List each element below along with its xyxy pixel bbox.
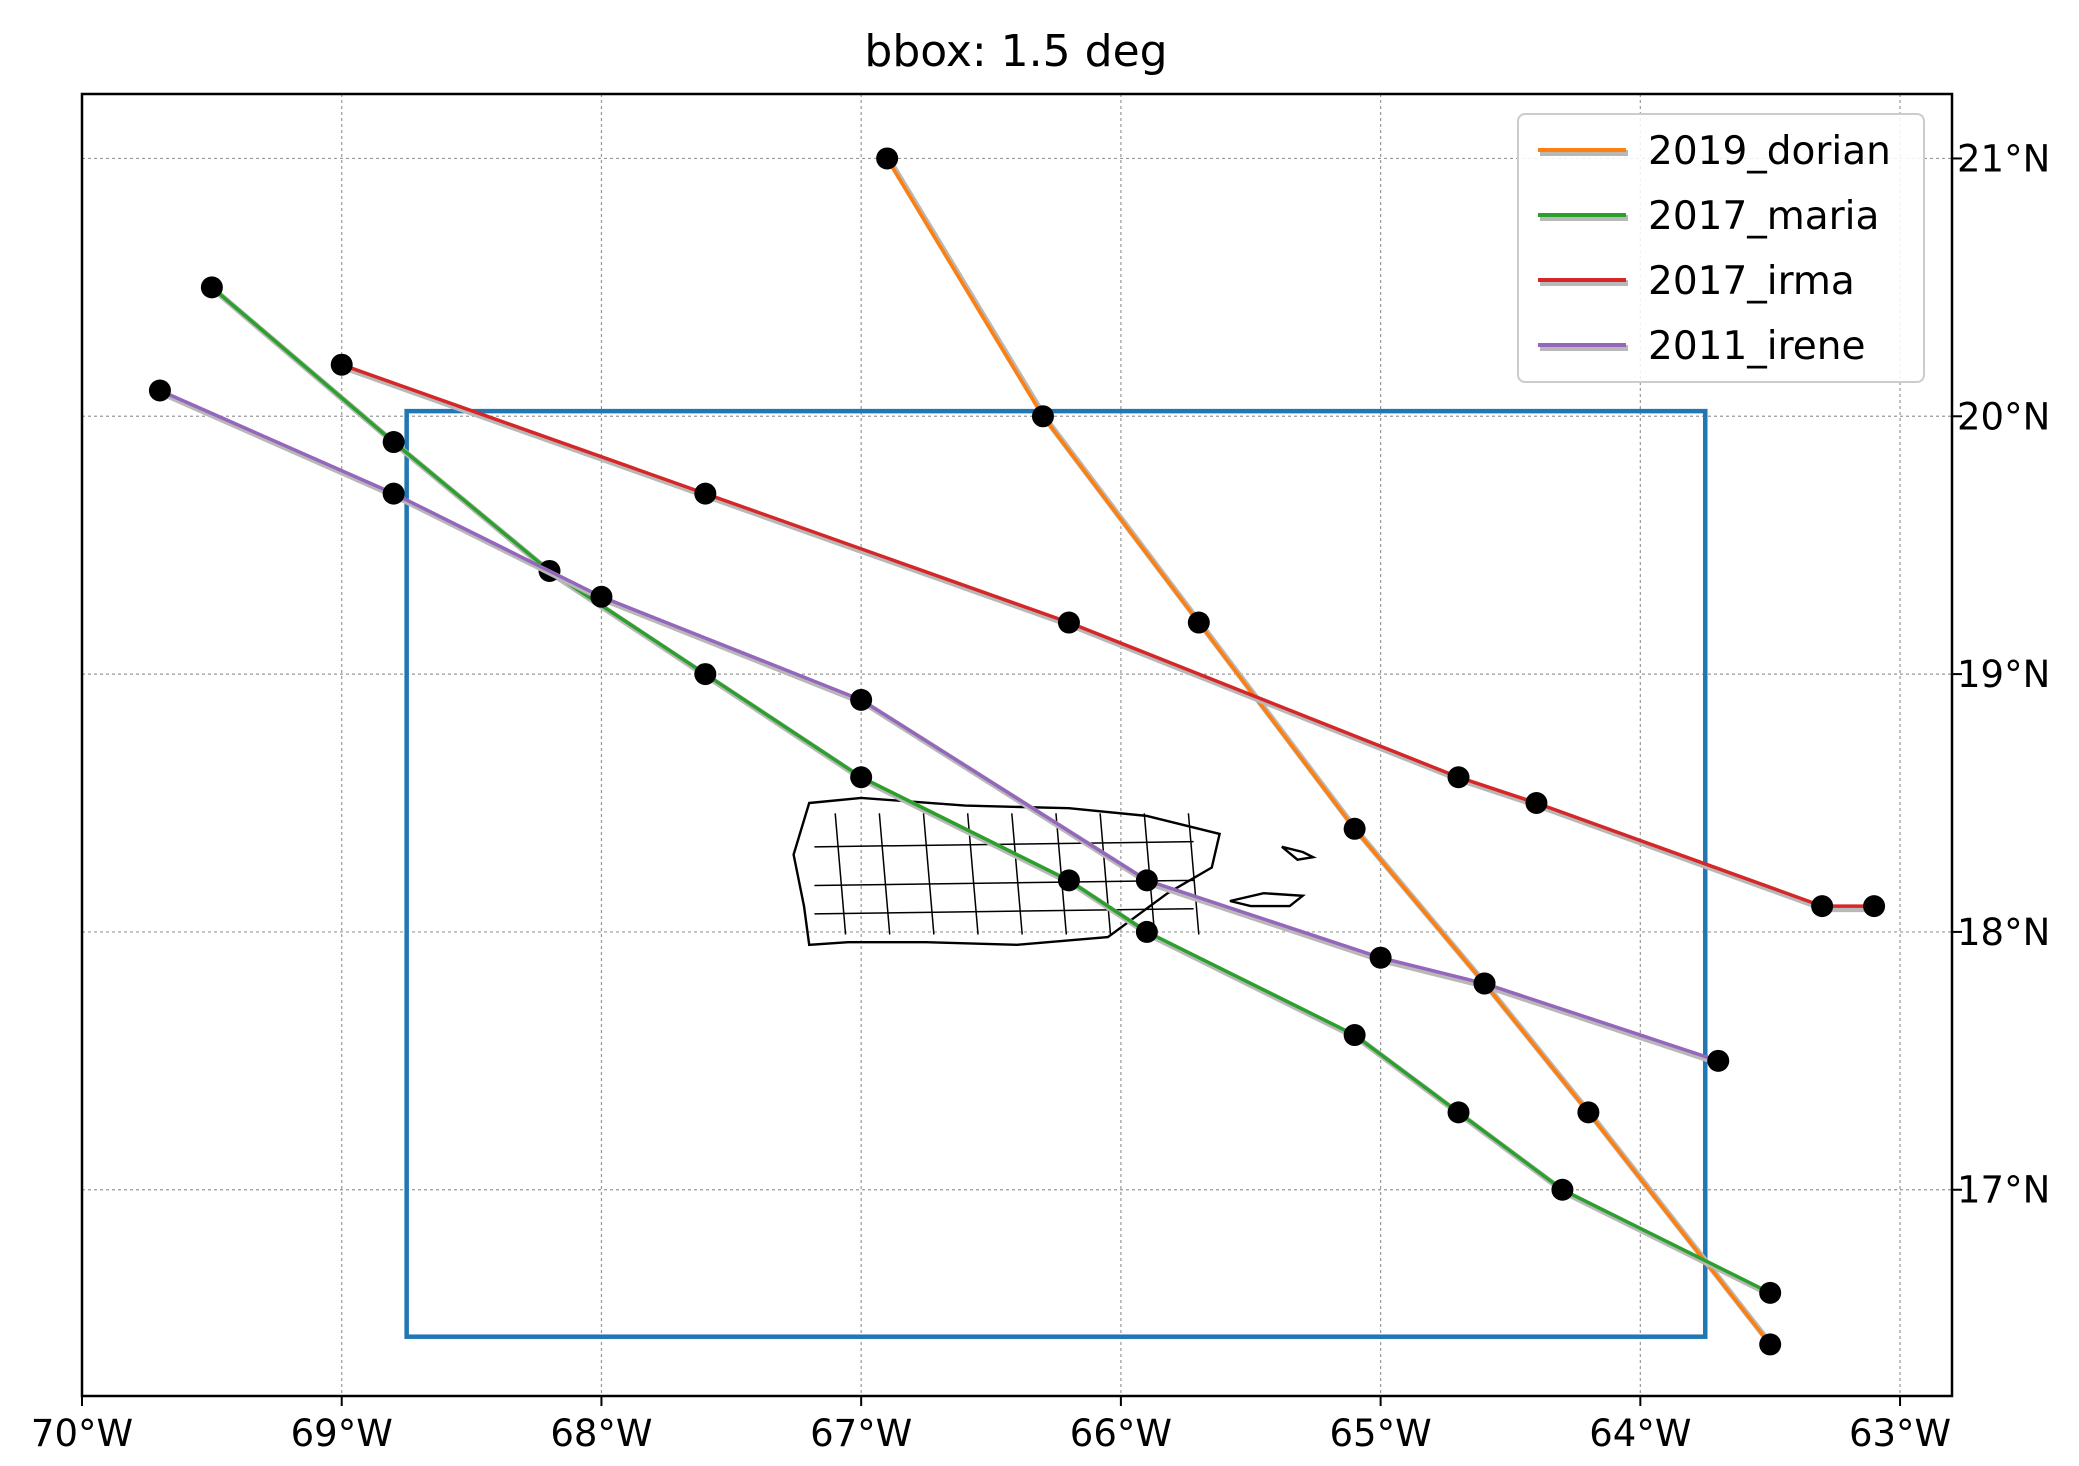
track-point xyxy=(1031,405,1054,428)
track-point xyxy=(1369,946,1392,969)
x-tick-label: 69°W xyxy=(291,1412,393,1455)
track-point xyxy=(1551,1178,1574,1201)
legend-box xyxy=(1517,113,1925,383)
x-tick-label: 65°W xyxy=(1330,1412,1432,1455)
plot-frame xyxy=(80,92,1954,1398)
track-point xyxy=(330,353,353,376)
track-point xyxy=(148,379,171,402)
municipality-border xyxy=(814,907,1194,915)
track-line xyxy=(341,363,1875,908)
x-tick-label: 68°W xyxy=(550,1412,652,1455)
vieques-outline xyxy=(1229,891,1306,908)
series-layer xyxy=(148,147,1886,1356)
track-point xyxy=(1473,972,1496,995)
track-point xyxy=(1811,895,1834,918)
legend-label: 2011_irene xyxy=(1648,324,1865,369)
x-tick-label: 64°W xyxy=(1589,1412,1691,1455)
track-point xyxy=(200,276,223,299)
legend: 2019_dorian 2017_maria 2017_irma 2011_irene xyxy=(1517,113,1925,383)
track-point xyxy=(1057,611,1080,634)
chart-title: bbox: 1.5 deg xyxy=(864,26,1167,77)
track-point xyxy=(876,147,899,170)
track-point xyxy=(1135,869,1158,892)
x-tick-label: 67°W xyxy=(810,1412,912,1455)
track-point xyxy=(1135,920,1158,943)
legend-item-2017_irma: 2017_irma xyxy=(1538,259,1855,304)
legend-item-2019_dorian: 2019_dorian xyxy=(1538,129,1891,174)
track-point xyxy=(1447,766,1470,789)
legend-label: 2017_irma xyxy=(1648,259,1855,304)
y-tick-label: 20°N xyxy=(1957,395,2050,438)
municipality-border xyxy=(834,813,847,935)
track-point xyxy=(1057,869,1080,892)
puerto-rico-outline xyxy=(792,796,1222,947)
y-tick-label: 19°N xyxy=(1957,653,2050,696)
track-point xyxy=(1577,1101,1600,1124)
track-2011_irene xyxy=(148,379,1730,1072)
track-point xyxy=(1343,817,1366,840)
culebra-outline xyxy=(1281,845,1317,861)
track-2017_irma xyxy=(330,353,1886,918)
track-point xyxy=(1343,1024,1366,1047)
x-tick-label: 70°W xyxy=(31,1412,133,1455)
track-point xyxy=(1759,1333,1782,1356)
x-tick-label: 66°W xyxy=(1070,1412,1172,1455)
track-point xyxy=(1525,792,1548,815)
municipality-border xyxy=(1011,813,1023,935)
track-point xyxy=(1447,1101,1470,1124)
municipality-border xyxy=(1099,813,1112,935)
axis-layer: 70°W 69°W 68°W 67°W 66°W 65°W 64°W 63°W 17°N 18°N… xyxy=(31,137,2050,1455)
track-2017_maria xyxy=(200,276,1782,1304)
track-point xyxy=(694,482,717,505)
legend-label: 2017_maria xyxy=(1648,194,1879,239)
bbox-rectangle xyxy=(404,408,1708,1339)
y-tick-label: 17°N xyxy=(1957,1169,2050,1212)
track-point xyxy=(1187,611,1210,634)
track-point xyxy=(590,585,613,608)
track-point xyxy=(1759,1281,1782,1304)
track-line xyxy=(159,388,1719,1063)
municipality-border xyxy=(814,879,1194,887)
track-point xyxy=(1707,1049,1730,1072)
municipality-border xyxy=(1187,813,1200,935)
track-point xyxy=(694,663,717,686)
y-tick-label: 21°N xyxy=(1957,137,2050,180)
track-point xyxy=(850,766,873,789)
track-point xyxy=(1863,895,1886,918)
y-tick-label: 18°N xyxy=(1957,911,2050,954)
legend-item-2017_maria: 2017_maria xyxy=(1538,194,1879,239)
municipality-border xyxy=(814,840,1194,848)
track-point xyxy=(382,431,405,454)
x-tick-label: 63°W xyxy=(1849,1412,1951,1455)
track-point xyxy=(850,688,873,711)
track-line xyxy=(210,286,1771,1295)
legend-item-2011_irene: 2011_irene xyxy=(1538,324,1865,369)
municipality-border xyxy=(922,813,935,935)
municipality-border xyxy=(878,813,891,935)
legend-label: 2019_dorian xyxy=(1648,129,1891,174)
bbox-layer xyxy=(404,408,1708,1339)
track-point xyxy=(382,482,405,505)
